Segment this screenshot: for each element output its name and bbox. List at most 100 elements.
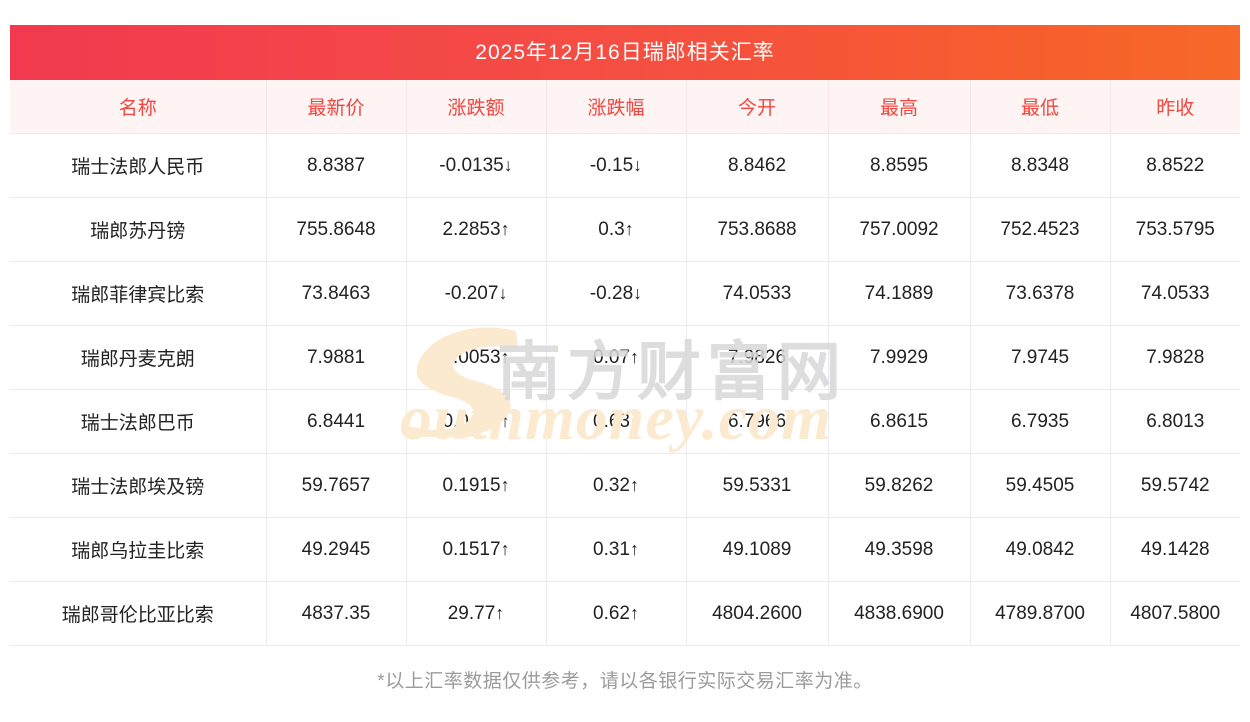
cell-low-price: 7.9745: [969, 325, 1111, 390]
cell-currency-name[interactable]: 瑞士法郎人民币: [10, 133, 267, 198]
arrow-up-icon: ↑: [629, 410, 639, 431]
cell-open-price: 6.7966: [685, 389, 829, 454]
arrow-up-icon: ↑: [495, 602, 505, 623]
cell-prev-close: 6.8013: [1109, 389, 1240, 454]
cell-currency-name[interactable]: 瑞郎苏丹镑: [10, 197, 267, 262]
cell-prev-close: 49.1428: [1109, 517, 1240, 582]
cell-low-price: 6.7935: [969, 389, 1111, 454]
arrow-up-icon: ↑: [500, 410, 510, 431]
cell-currency-name[interactable]: 瑞郎乌拉圭比索: [10, 517, 267, 582]
table-row[interactable]: 瑞郎菲律宾比索 73.8463 -0.207↓ -0.28↓ 74.0533 74.188…: [10, 261, 1240, 326]
column-header-prev[interactable]: 昨收: [1109, 80, 1240, 134]
exchange-rate-table: 名称 最新价 涨跌额 涨跌幅 今开 最高 最低 昨收 瑞士法郎人民币 8.8387…: [10, 80, 1240, 646]
cell-change-amount: 2.2853↑: [405, 197, 547, 262]
cell-prev-close: 7.9828: [1109, 325, 1240, 390]
table-row[interactable]: 瑞士法郎人民币 8.8387 -0.0135↓ -0.15↓ 8.8462 8.8595 8…: [10, 133, 1240, 198]
cell-last-price: 6.8441: [265, 389, 407, 454]
column-header-open[interactable]: 今开: [685, 80, 829, 134]
cell-change-amount: 0.0053↑: [405, 325, 547, 390]
cell-currency-name[interactable]: 瑞郎丹麦克朗: [10, 325, 267, 390]
cell-open-price: 753.8688: [685, 197, 829, 262]
arrow-up-icon: ↑: [624, 218, 634, 239]
cell-open-price: 4804.2600: [685, 581, 829, 646]
table-row[interactable]: 瑞士法郎巴币 6.8441 0.0428↑ 0.63↑ 6.7966 6.8615 6.79…: [10, 389, 1240, 454]
cell-prev-close: 8.8522: [1109, 133, 1240, 198]
cell-last-price: 4837.35: [265, 581, 407, 646]
cell-change-percent: 0.07↑: [545, 325, 687, 390]
table-row[interactable]: 瑞郎乌拉圭比索 49.2945 0.1517↑ 0.31↑ 49.1089 49.3598…: [10, 517, 1240, 582]
cell-last-price: 73.8463: [265, 261, 407, 326]
cell-prev-close: 4807.5800: [1109, 581, 1240, 646]
cell-low-price: 49.0842: [969, 517, 1111, 582]
cell-change-amount: 0.1517↑: [405, 517, 547, 582]
cell-currency-name[interactable]: 瑞郎哥伦比亚比索: [10, 581, 267, 646]
cell-currency-name[interactable]: 瑞士法郎埃及镑: [10, 453, 267, 518]
cell-open-price: 59.5331: [685, 453, 829, 518]
cell-low-price: 73.6378: [969, 261, 1111, 326]
cell-low-price: 59.4505: [969, 453, 1111, 518]
column-header-name[interactable]: 名称: [10, 80, 267, 134]
table-header: 名称 最新价 涨跌额 涨跌幅 今开 最高 最低 昨收: [10, 80, 1240, 134]
cell-change-amount: 29.77↑: [405, 581, 547, 646]
column-header-percent[interactable]: 涨跌幅: [545, 80, 687, 134]
table-row[interactable]: 瑞郎丹麦克朗 7.9881 0.0053↑ 0.07↑ 7.9826 7.9929 7.97…: [10, 325, 1240, 390]
cell-change-amount: -0.0135↓: [405, 133, 547, 198]
table-row[interactable]: 瑞郎哥伦比亚比索 4837.35 29.77↑ 0.62↑ 4804.2600 4838.…: [10, 581, 1240, 646]
arrow-up-icon: ↑: [629, 474, 639, 495]
arrow-up-icon: ↑: [629, 602, 639, 623]
column-header-high[interactable]: 最高: [827, 80, 971, 134]
cell-change-percent: 0.63↑: [545, 389, 687, 454]
cell-high-price: 7.9929: [827, 325, 971, 390]
cell-currency-name[interactable]: 瑞郎菲律宾比索: [10, 261, 267, 326]
arrow-up-icon: ↑: [629, 346, 639, 367]
page-title: 2025年12月16日瑞郎相关汇率: [10, 25, 1240, 80]
cell-last-price: 7.9881: [265, 325, 407, 390]
cell-change-percent: -0.15↓: [545, 133, 687, 198]
cell-change-percent: 0.62↑: [545, 581, 687, 646]
exchange-rate-page: 南方财富网 outhmoney.com 2025年12月16日瑞郎相关汇率 名称…: [0, 25, 1250, 722]
cell-last-price: 8.8387: [265, 133, 407, 198]
disclaimer-note: *以上汇率数据仅供参考，请以各银行实际交易汇率为准。: [377, 671, 873, 692]
table-row[interactable]: 瑞士法郎埃及镑 59.7657 0.1915↑ 0.32↑ 59.5331 59.8262…: [10, 453, 1240, 518]
cell-change-amount: -0.207↓: [405, 261, 547, 326]
arrow-up-icon: ↑: [629, 538, 639, 559]
table-header-row: 名称 最新价 涨跌额 涨跌幅 今开 最高 最低 昨收: [10, 80, 1240, 134]
cell-high-price: 4838.6900: [827, 581, 971, 646]
table-row[interactable]: 瑞郎苏丹镑 755.8648 2.2853↑ 0.3↑ 753.8688 757.0092…: [10, 197, 1240, 262]
cell-open-price: 7.9826: [685, 325, 829, 390]
cell-prev-close: 74.0533: [1109, 261, 1240, 326]
cell-low-price: 752.4523: [969, 197, 1111, 262]
cell-low-price: 4789.8700: [969, 581, 1111, 646]
cell-low-price: 8.8348: [969, 133, 1111, 198]
cell-change-amount: 0.1915↑: [405, 453, 547, 518]
cell-high-price: 59.8262: [827, 453, 971, 518]
cell-high-price: 757.0092: [827, 197, 971, 262]
cell-last-price: 49.2945: [265, 517, 407, 582]
column-header-change[interactable]: 涨跌额: [405, 80, 547, 134]
cell-high-price: 6.8615: [827, 389, 971, 454]
cell-change-percent: 0.3↑: [545, 197, 687, 262]
arrow-up-icon: ↑: [500, 346, 510, 367]
column-header-low[interactable]: 最低: [969, 80, 1111, 134]
arrow-down-icon: ↓: [633, 154, 643, 175]
cell-open-price: 49.1089: [685, 517, 829, 582]
arrow-up-icon: ↑: [500, 218, 510, 239]
table-body: 瑞士法郎人民币 8.8387 -0.0135↓ -0.15↓ 8.8462 8.8595 8…: [10, 133, 1240, 646]
cell-prev-close: 59.5742: [1109, 453, 1240, 518]
cell-high-price: 74.1889: [827, 261, 971, 326]
cell-change-amount: 0.0428↑: [405, 389, 547, 454]
cell-change-percent: -0.28↓: [545, 261, 687, 326]
cell-last-price: 755.8648: [265, 197, 407, 262]
cell-high-price: 49.3598: [827, 517, 971, 582]
cell-change-percent: 0.32↑: [545, 453, 687, 518]
cell-high-price: 8.8595: [827, 133, 971, 198]
arrow-up-icon: ↑: [500, 538, 510, 559]
cell-currency-name[interactable]: 瑞士法郎巴币: [10, 389, 267, 454]
arrow-down-icon: ↓: [503, 154, 513, 175]
cell-prev-close: 753.5795: [1109, 197, 1240, 262]
cell-open-price: 74.0533: [685, 261, 829, 326]
column-header-last[interactable]: 最新价: [265, 80, 407, 134]
arrow-down-icon: ↓: [498, 282, 508, 303]
cell-last-price: 59.7657: [265, 453, 407, 518]
arrow-down-icon: ↓: [633, 282, 643, 303]
